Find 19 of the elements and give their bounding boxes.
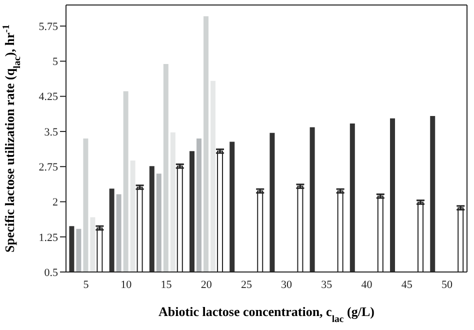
y-tick-label: 0.5 (44, 266, 58, 279)
x-tick-label: 40 (361, 278, 373, 291)
x-axis-title: Abiotic lactose concentration, c$_{lac}$ (g/L) (158, 304, 374, 324)
x-tick-label: 35 (321, 278, 333, 291)
y-tick-label: 2 (52, 196, 58, 209)
y-tick-label: 2.75 (38, 162, 58, 174)
x-tick-label: 15 (160, 278, 172, 291)
y-tick-label: 5 (52, 56, 58, 68)
x-tick-label: 25 (240, 278, 252, 291)
x-tick-label: 20 (200, 278, 212, 291)
x-tick-label: 50 (441, 278, 453, 291)
y-tick-label: 1.25 (38, 232, 58, 244)
y-tick-label: 3.5 (44, 126, 58, 138)
x-tick-label: 10 (120, 278, 132, 291)
x-tick-label: 30 (281, 278, 293, 291)
x-tick-label: 5 (83, 278, 90, 291)
y-tick-label: 5.75 (38, 20, 58, 33)
x-tick-label: 45 (401, 278, 413, 291)
y-tick-label: 4.25 (38, 91, 58, 104)
